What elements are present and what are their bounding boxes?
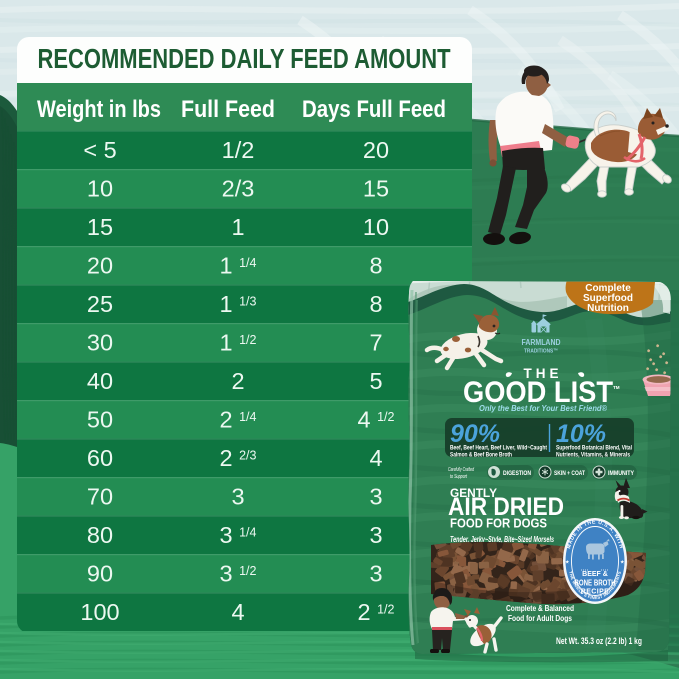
svg-text:Beef, Beef Heart, Beef Liver,: Beef, Beef Heart, Beef Liver, Wild~Caugh… [450,446,547,452]
svg-text:TM: TM [613,385,620,390]
svg-text:20: 20 [363,137,389,163]
svg-text:4: 4 [369,445,382,471]
svg-text:2: 2 [231,368,244,394]
svg-text:15: 15 [87,214,113,240]
svg-text:BONE BROTH: BONE BROTH [575,578,616,588]
svg-text:Complete & Balanced: Complete & Balanced [506,603,574,613]
svg-text:Full Feed: Full Feed [181,96,275,123]
svg-text:4: 4 [231,599,244,625]
svg-text:5: 5 [369,368,382,394]
svg-text:BEEF &: BEEF & [582,571,608,578]
svg-text:FOOD FOR DOGS: FOOD FOR DOGS [450,516,547,531]
svg-text:7: 7 [369,329,382,355]
svg-text:to Support: to Support [450,474,467,480]
svg-text:GOOD LIST: GOOD LIST [463,376,613,409]
svg-text:3: 3 [369,561,382,587]
svg-text:TRADITIONS™: TRADITIONS™ [524,349,558,355]
svg-text:Food for Adult Dogs: Food for Adult Dogs [508,613,572,623]
svg-text:RECOMMENDED DAILY FEED AMOUNT: RECOMMENDED DAILY FEED AMOUNT [38,43,451,74]
svg-text:1/2: 1/2 [222,137,255,163]
svg-text:10: 10 [87,175,113,201]
svg-text:RECIPE: RECIPE [581,589,609,596]
svg-text:DIGESTION: DIGESTION [503,470,531,477]
svg-text:Carefully Crafted: Carefully Crafted [448,467,475,473]
svg-text:SKIN + COAT: SKIN + COAT [554,470,585,477]
svg-text:Tender, Jerky~Style, Bite~Size: Tender, Jerky~Style, Bite~Sized Morsels [450,534,554,544]
svg-text:50: 50 [87,406,113,432]
svg-text:30: 30 [87,329,113,355]
svg-text:Weight in lbs: Weight in lbs [37,96,161,123]
svg-text:GENTLY: GENTLY [450,488,497,500]
svg-text:Complete: Complete [585,283,631,294]
svg-text:3: 3 [231,483,244,509]
svg-text:8: 8 [369,291,382,317]
svg-text:80: 80 [87,522,113,548]
svg-text:Superfood: Superfood [583,293,633,304]
svg-text:10: 10 [363,214,389,240]
svg-text:60: 60 [87,445,113,471]
svg-text:< 5: < 5 [83,137,116,163]
svg-text:Net Wt. 35.3 oz (2.2 lb) 1 kg: Net Wt. 35.3 oz (2.2 lb) 1 kg [556,636,642,646]
svg-text:3: 3 [369,522,382,548]
svg-text:★: ★ [620,560,625,566]
svg-text:70: 70 [87,483,113,509]
svg-text:10%: 10% [556,420,606,448]
svg-text:Nutrition: Nutrition [587,303,629,314]
svg-text:★: ★ [565,560,570,566]
svg-text:3: 3 [369,483,382,509]
svg-text:Only the Best for Your Best Fr: Only the Best for Your Best Friend® [479,403,608,413]
svg-text:Salmon & Beef Bone Broth: Salmon & Beef Bone Broth [450,453,512,459]
svg-text:Days Full Feed: Days Full Feed [302,96,446,123]
svg-text:Nutrients, Vitamins, & Mineral: Nutrients, Vitamins, & Minerals [556,453,631,459]
svg-text:THE: THE [524,366,563,381]
svg-text:Superfood Botanical Blend, Vit: Superfood Botanical Blend, Vital [556,446,632,452]
svg-text:25: 25 [87,291,113,317]
svg-text:FARMLAND: FARMLAND [522,338,561,347]
svg-text:90: 90 [87,561,113,587]
svg-text:20: 20 [87,252,113,278]
svg-text:AIR DRIED: AIR DRIED [448,493,564,521]
svg-text:100: 100 [80,599,119,625]
svg-text:15: 15 [363,175,389,201]
svg-text:8: 8 [369,252,382,278]
svg-text:1: 1 [231,214,244,240]
svg-text:40: 40 [87,368,113,394]
svg-text:2/3: 2/3 [222,175,255,201]
svg-text:IMMUNITY: IMMUNITY [608,470,635,477]
svg-text:90%: 90% [450,420,500,448]
